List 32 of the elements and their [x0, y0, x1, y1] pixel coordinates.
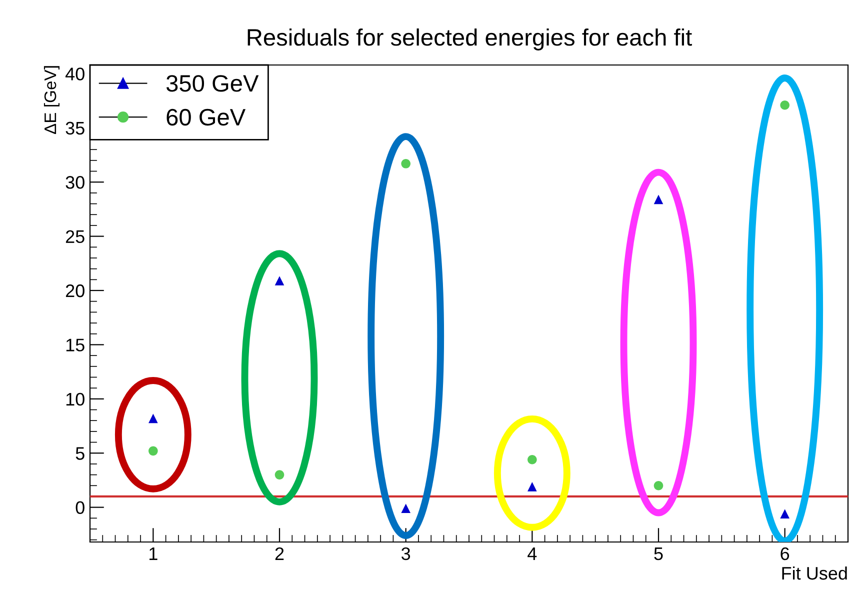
legend-label: 350 GeV [166, 75, 259, 92]
legend-label: 60 GeV [166, 108, 246, 126]
y-tick-label: 30 [66, 176, 84, 189]
y-tick-label: 25 [66, 230, 84, 244]
y-axis-title: ΔE [GeV] [44, 66, 60, 134]
x-tick-label: 2 [275, 547, 284, 560]
x-tick-label: 4 [528, 548, 537, 560]
chart-title: Residuals for selected energies for each fit [248, 28, 692, 50]
point [654, 194, 664, 204]
point [274, 470, 284, 480]
point [780, 100, 790, 110]
point [274, 276, 284, 286]
point [148, 446, 158, 456]
point [148, 414, 158, 424]
point [528, 482, 537, 492]
y-tick-label: 10 [66, 392, 84, 406]
x-tick-label: 3 [402, 547, 410, 560]
y-tick-label: 20 [66, 284, 84, 298]
x-tick-label: 1 [150, 548, 158, 560]
x-tick-label: 5 [654, 548, 663, 560]
y-tick-label: 15 [66, 338, 84, 352]
y-tick-label: 5 [76, 447, 84, 460]
y-tick-label: 40 [65, 68, 84, 80]
point [654, 480, 664, 490]
x-axis-title: Fit Used [782, 566, 847, 580]
point [401, 158, 410, 168]
y-tick-label: 0 [76, 501, 84, 514]
x-tick-label: 6 [780, 547, 790, 560]
y-tick-label: 35 [66, 122, 84, 135]
point [528, 454, 537, 464]
point [780, 509, 790, 518]
point [401, 504, 410, 514]
